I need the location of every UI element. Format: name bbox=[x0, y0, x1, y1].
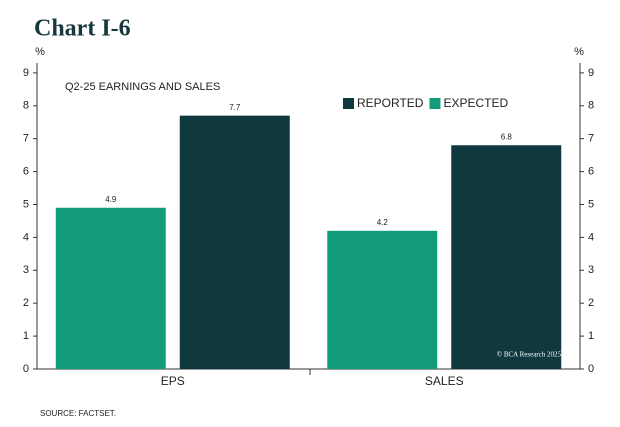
y-tick-label: 8 bbox=[23, 100, 29, 112]
data-label: 7.7 bbox=[229, 103, 241, 112]
y2-tick-label: 7 bbox=[588, 133, 594, 145]
y-tick-label: 3 bbox=[23, 264, 29, 276]
y2-tick-label: 8 bbox=[588, 100, 594, 112]
y-tick-label: 5 bbox=[23, 198, 29, 210]
legend-swatch bbox=[429, 98, 441, 109]
y-tick-label: 9 bbox=[23, 67, 29, 79]
bar bbox=[451, 145, 562, 369]
y2-tick-label: 5 bbox=[588, 198, 594, 210]
data-label: 6.8 bbox=[501, 132, 513, 141]
y-tick-label: 1 bbox=[23, 330, 29, 342]
y-tick-label: 2 bbox=[23, 297, 29, 309]
y2-tick-label: 6 bbox=[588, 165, 594, 177]
source: SOURCE: FACTSET. bbox=[40, 409, 116, 418]
chart-title: Chart I-6 bbox=[34, 16, 131, 42]
y2-tick-label: 2 bbox=[588, 297, 594, 309]
bar bbox=[179, 115, 290, 369]
y2-tick-label: 0 bbox=[588, 363, 594, 375]
y-tick-label: 7 bbox=[23, 133, 29, 145]
legend-label: REPORTED bbox=[357, 96, 424, 110]
data-label: 4.9 bbox=[105, 195, 117, 204]
y2-tick-label: 9 bbox=[588, 67, 594, 79]
y-tick-label: 6 bbox=[23, 165, 29, 177]
bar bbox=[55, 207, 166, 369]
y-tick-label: 4 bbox=[23, 231, 29, 243]
x-tick-label: SALES bbox=[425, 374, 464, 388]
y2-tick-label: 4 bbox=[588, 231, 594, 243]
y-unit: % bbox=[35, 46, 45, 58]
bar bbox=[327, 230, 438, 369]
subtitle: Q2-25 EARNINGS AND SALES bbox=[65, 81, 220, 93]
copyright: © BCA Research 2025 bbox=[497, 351, 562, 359]
y2-tick-label: 3 bbox=[588, 264, 594, 276]
legend-swatch bbox=[343, 98, 354, 109]
legend-label: EXPECTED bbox=[443, 96, 508, 110]
data-label: 4.2 bbox=[377, 218, 389, 227]
x-tick-label: EPS bbox=[161, 374, 185, 388]
y2-tick-label: 1 bbox=[588, 330, 594, 342]
y-tick-label: 0 bbox=[23, 363, 29, 375]
y2-unit: % bbox=[574, 46, 584, 58]
